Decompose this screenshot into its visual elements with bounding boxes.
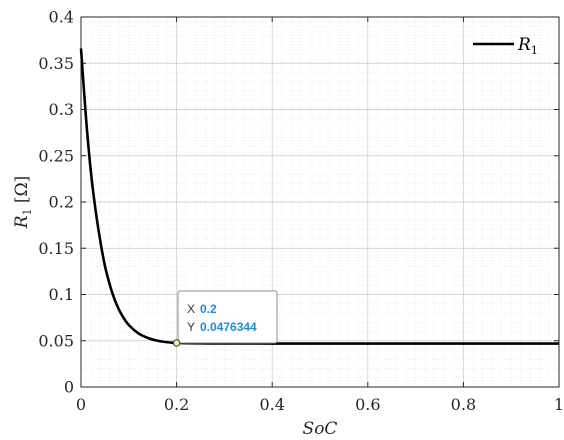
y-tick-label: 0.1: [49, 285, 74, 304]
datatip-x-value: 0.2: [200, 302, 217, 316]
y-tick-label: 0.25: [38, 146, 74, 165]
series-line-r1: [79, 48, 559, 345]
x-tick-labels: 0 0.2 0.4 0.6 0.8 1: [76, 395, 564, 414]
y-tick-label: 0: [64, 378, 74, 397]
legend-label-main: R: [517, 35, 531, 55]
axis-ticks: [80, 16, 560, 388]
y-axis-label-unit: [Ω]: [12, 176, 32, 209]
x-tick-label: 0.2: [164, 395, 189, 414]
datatip-y-key: Y: [187, 320, 195, 334]
x-tick-label: 0: [76, 395, 86, 414]
y-tick-label: 0.35: [38, 54, 74, 73]
legend-label-r1: R1: [517, 35, 538, 57]
legend: R1: [473, 35, 538, 57]
y-tick-labels: 0 0.05 0.1 0.15 0.2 0.25 0.3 0.35 0.4: [38, 8, 74, 397]
datatip-y-value: 0.0476344: [200, 320, 257, 334]
y-tick-label: 0.05: [38, 331, 74, 350]
y-axis-label: R1 [Ω]: [12, 176, 34, 230]
x-tick-label: 0.6: [355, 395, 380, 414]
y-tick-label: 0.15: [38, 239, 74, 258]
x-tick-label: 0.8: [451, 395, 476, 414]
x-tick-label: 1: [554, 395, 564, 414]
major-grid: [81, 17, 559, 387]
y-tick-label: 0.2: [49, 193, 74, 212]
y-tick-label: 0.3: [49, 100, 74, 119]
x-axis-label: SoC: [303, 419, 338, 439]
legend-label-sub: 1: [531, 44, 538, 57]
datatip-marker[interactable]: [172, 339, 181, 347]
datatip-x-key: X: [187, 302, 195, 316]
x-tick-label: 0.4: [259, 395, 284, 414]
datatip[interactable]: X 0.2 Y 0.0476344: [177, 290, 278, 344]
y-tick-label: 0.4: [49, 8, 74, 27]
datatip-box: [177, 290, 278, 344]
y-axis-label-sub: 1: [21, 208, 34, 215]
y-axis-label-main: R: [12, 215, 32, 229]
